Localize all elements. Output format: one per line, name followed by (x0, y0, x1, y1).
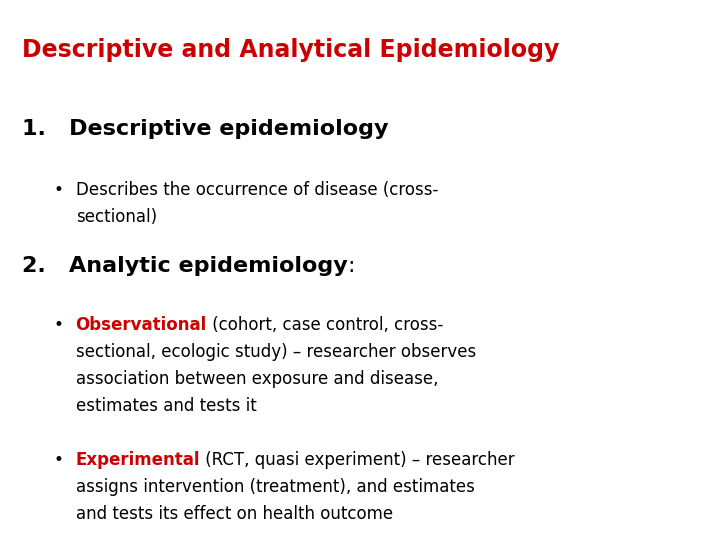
Text: :: : (347, 256, 355, 276)
Text: and tests its effect on health outcome: and tests its effect on health outcome (76, 505, 392, 523)
Text: estimates and tests it: estimates and tests it (76, 397, 256, 415)
Text: Descriptive and Analytical Epidemiology: Descriptive and Analytical Epidemiology (22, 38, 559, 62)
Text: Describes the occurrence of disease (cross-: Describes the occurrence of disease (cro… (76, 181, 438, 199)
Text: •: • (54, 316, 64, 334)
Text: 2.   Analytic epidemiology: 2. Analytic epidemiology (22, 256, 347, 276)
Text: (cohort, case control, cross-: (cohort, case control, cross- (207, 316, 443, 334)
Text: assigns intervention (treatment), and estimates: assigns intervention (treatment), and es… (76, 478, 474, 496)
Text: Observational: Observational (76, 316, 207, 334)
Text: association between exposure and disease,: association between exposure and disease… (76, 370, 438, 388)
Text: Experimental: Experimental (76, 451, 200, 469)
Text: 1.   Descriptive epidemiology: 1. Descriptive epidemiology (22, 119, 388, 139)
Text: sectional): sectional) (76, 208, 157, 226)
Text: •: • (54, 451, 64, 469)
Text: sectional, ecologic study) – researcher observes: sectional, ecologic study) – researcher … (76, 343, 476, 361)
Text: (RCT, quasi experiment) – researcher: (RCT, quasi experiment) – researcher (200, 451, 515, 469)
Text: •: • (54, 181, 64, 199)
